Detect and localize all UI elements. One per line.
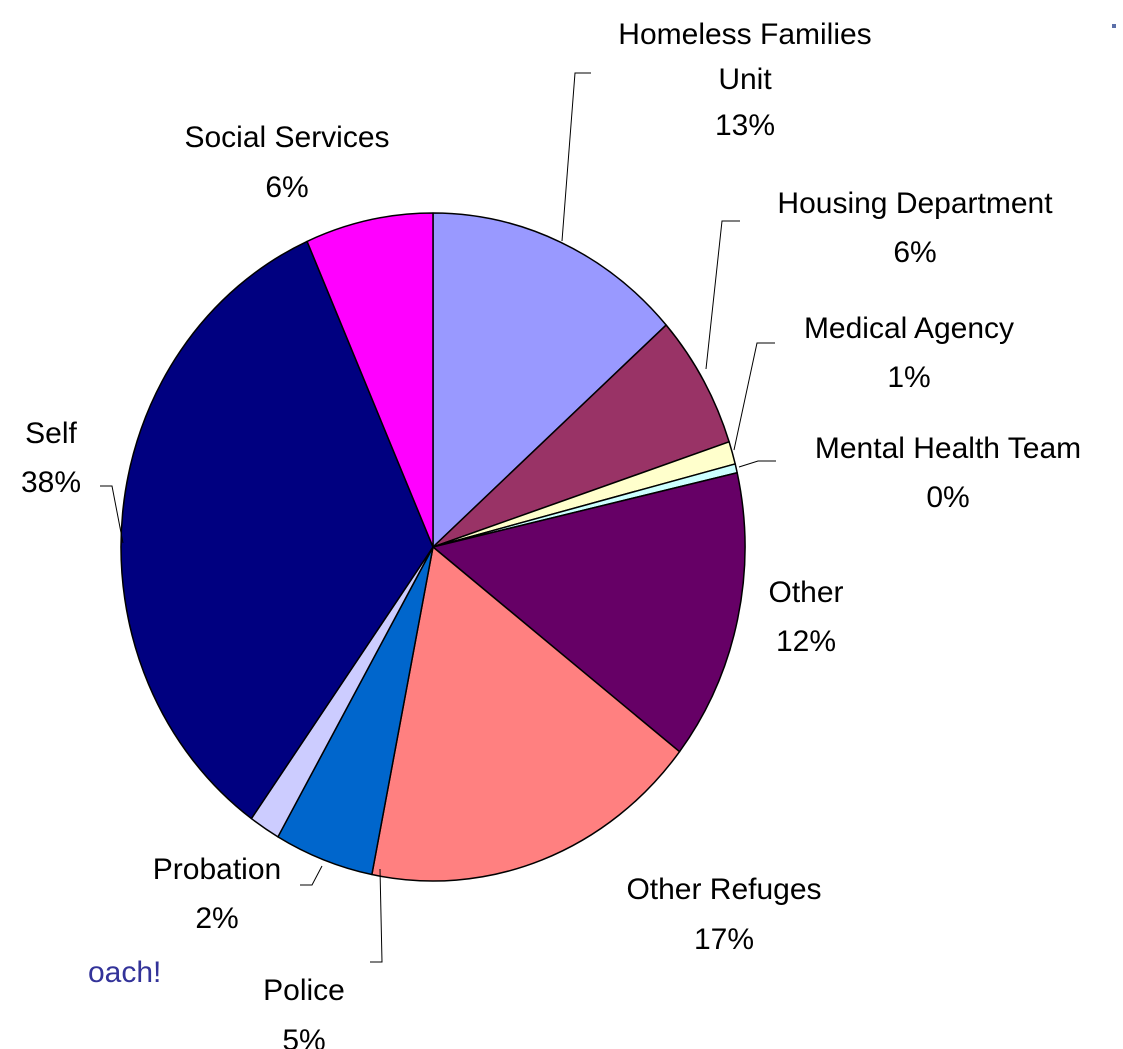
partial-text-fragment: oach! (88, 956, 161, 989)
leader-line-probation (300, 865, 323, 886)
value-label-self: 38% (21, 466, 81, 499)
slice-label-other: Other (768, 576, 843, 609)
slice-label-other-refuges: Other Refuges (626, 873, 821, 906)
pie-slice-other (432, 471, 746, 753)
leader-line-housing-department (705, 220, 740, 370)
corner-mark (1112, 24, 1116, 28)
slice-label-self: Self (25, 417, 77, 450)
pie-slice-self (120, 240, 434, 820)
value-label-medical-agency: 1% (887, 361, 930, 394)
leader-line-police (370, 868, 383, 963)
leader-line-homeless-families-unit (561, 72, 591, 242)
pie-slice-homeless-families-unit (432, 212, 667, 548)
slice-label-police: Police (263, 974, 345, 1007)
slice-label-medical-agency: Medical Agency (804, 312, 1014, 345)
leader-line-self (100, 485, 124, 544)
value-label-mental-health-team: 0% (926, 481, 969, 514)
value-label-other-refuges: 17% (694, 923, 754, 956)
value-label-other: 12% (776, 625, 836, 658)
leader-line-medical-agency (733, 342, 775, 451)
value-label-probation: 2% (195, 902, 238, 935)
slice-label-mental-health-team: Mental Health Team (815, 432, 1081, 465)
pie-slice-other-refuges (371, 546, 681, 882)
value-label-housing-department: 6% (893, 236, 936, 269)
value-label-police: 5% (282, 1024, 325, 1049)
leader-line-mental-health-team (738, 460, 776, 468)
slice-label-housing-department: Housing Department (777, 187, 1053, 220)
slice-label-homeless-families-unit: Homeless Families (618, 18, 871, 51)
slice-label-social-services: Social Services (184, 121, 389, 154)
slice-label-homeless-families-unit: Unit (718, 63, 772, 96)
value-label-social-services: 6% (265, 171, 308, 204)
slice-label-probation: Probation (153, 853, 281, 886)
pie-slice-housing-department (432, 324, 730, 548)
pie-slice-social-services (306, 212, 434, 548)
value-label-homeless-families-unit: 13% (715, 109, 775, 142)
